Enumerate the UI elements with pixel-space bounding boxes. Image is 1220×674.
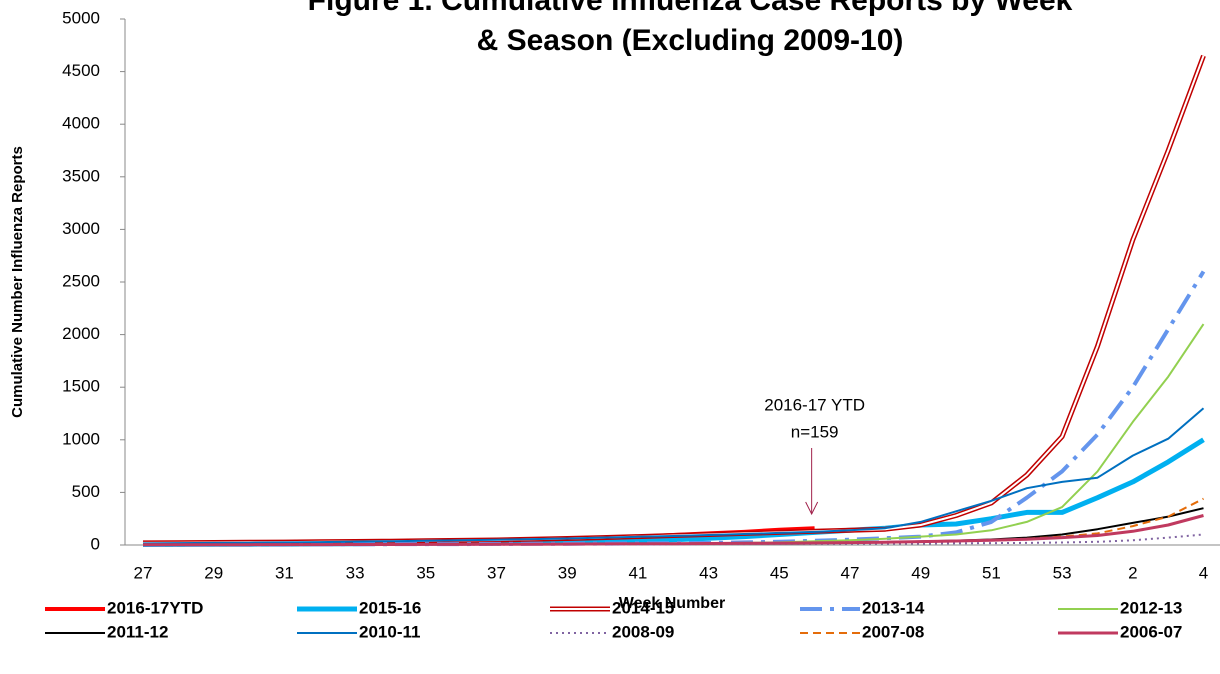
legend-label: 2015-16 — [359, 598, 421, 617]
annotation-arrowhead — [805, 501, 819, 516]
x-tick-label: 2 — [1128, 563, 1137, 582]
series-line — [143, 533, 1204, 546]
legend-label: 2011-12 — [107, 622, 168, 641]
x-tick-label: 49 — [911, 563, 930, 582]
y-tick-label: 5000 — [62, 8, 100, 27]
y-tick-label: 4000 — [62, 114, 100, 133]
x-tick-label: 27 — [134, 563, 153, 582]
annotation-text: n=159 — [791, 422, 839, 441]
chart-title: Figure 1. Cumulative Influenza Case Repo… — [308, 0, 1073, 17]
x-tick-label: 53 — [1053, 563, 1072, 582]
x-tick-label: 35 — [416, 563, 435, 582]
y-tick-label: 1000 — [62, 429, 100, 448]
y-axis-label: Cumulative Number Influenza Reports — [9, 146, 26, 418]
x-tick-label: 43 — [699, 563, 718, 582]
x-tick-label: 37 — [487, 563, 506, 582]
legend-label: 2016-17YTD — [107, 598, 203, 617]
x-tick-label: 51 — [982, 563, 1001, 582]
y-tick-label: 0 — [91, 534, 100, 553]
x-tick-label: 29 — [204, 563, 223, 582]
y-tick-label: 3000 — [62, 219, 100, 238]
x-tick-label: 45 — [770, 563, 789, 582]
series-line — [142, 407, 1205, 545]
x-tick-label: 31 — [275, 563, 294, 582]
legend-label: 2013-14 — [862, 598, 925, 617]
x-tick-label: 41 — [628, 563, 647, 582]
x-tick-label: 4 — [1199, 563, 1208, 582]
y-tick-label: 1500 — [62, 377, 100, 396]
legend-label: 2007-08 — [862, 622, 924, 641]
legend-label: 2014-15 — [612, 598, 674, 617]
legend-label: 2006-07 — [1120, 622, 1182, 641]
legend-label: 2010-11 — [359, 622, 420, 641]
x-tick-label: 33 — [346, 563, 365, 582]
x-tick-label: 39 — [558, 563, 577, 582]
y-tick-label: 3500 — [62, 166, 100, 185]
chart-title: & Season (Excluding 2009-10) — [477, 24, 904, 57]
legend-label: 2012-13 — [1120, 598, 1182, 617]
y-tick-label: 2000 — [62, 324, 100, 343]
x-tick-label: 47 — [841, 563, 860, 582]
y-tick-label: 4500 — [62, 61, 100, 80]
annotation-text: 2016-17 YTD — [764, 395, 865, 414]
series-line — [142, 54, 1206, 546]
legend-label: 2008-09 — [612, 622, 674, 641]
y-tick-label: 500 — [72, 482, 100, 501]
series-line — [143, 270, 1206, 547]
y-tick-label: 2500 — [62, 271, 100, 290]
series-line-inner — [142, 55, 1205, 544]
x-axis-label: Week Number — [619, 595, 725, 612]
series-line — [143, 514, 1204, 547]
